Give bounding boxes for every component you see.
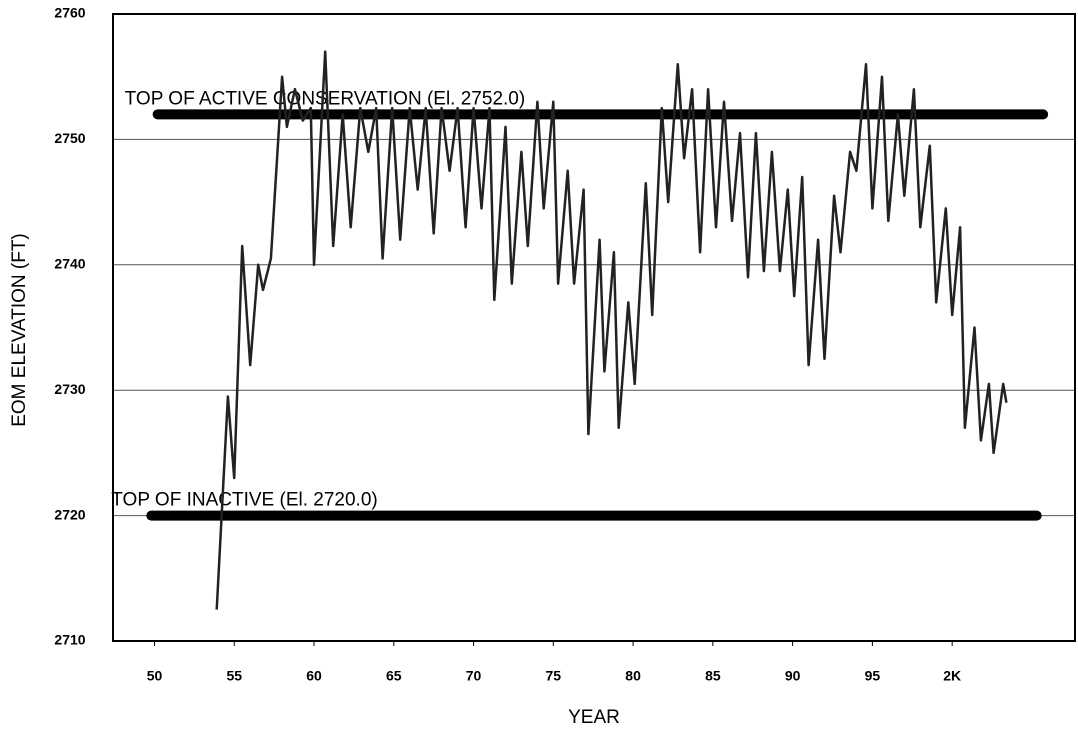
x-tick-label: 2K [943,668,961,684]
reference-label: TOP OF ACTIVE CONSERVATION (El. 2752.0) [125,88,526,109]
x-tick-label: 90 [785,668,801,684]
x-tick-label: 50 [147,668,163,684]
y-tick-label: 2750 [54,130,85,146]
data-line [215,50,1008,610]
plot-frame [112,13,1076,642]
y-tick-label: 2720 [54,506,85,522]
x-tick-label: 75 [546,668,562,684]
x-tick-label: 85 [705,668,721,684]
x-tick-label: 95 [865,668,881,684]
y-axis-title: EOM ELEVATION (FT) [9,233,30,427]
reference-label: TOP OF INACTIVE (El. 2720.0) [111,490,377,511]
y-tick-label: 2740 [54,256,85,272]
x-axis-title: YEAR [568,707,620,728]
y-tick-label: 2760 [54,5,85,21]
y-tick-label: 2730 [54,381,85,397]
x-tick-label: 80 [625,668,641,684]
x-tick-label: 60 [306,668,322,684]
x-tick-label: 70 [466,668,482,684]
y-tick-label: 2710 [54,632,85,648]
x-tick-label: 55 [226,668,242,684]
x-tick-label: 65 [386,668,402,684]
